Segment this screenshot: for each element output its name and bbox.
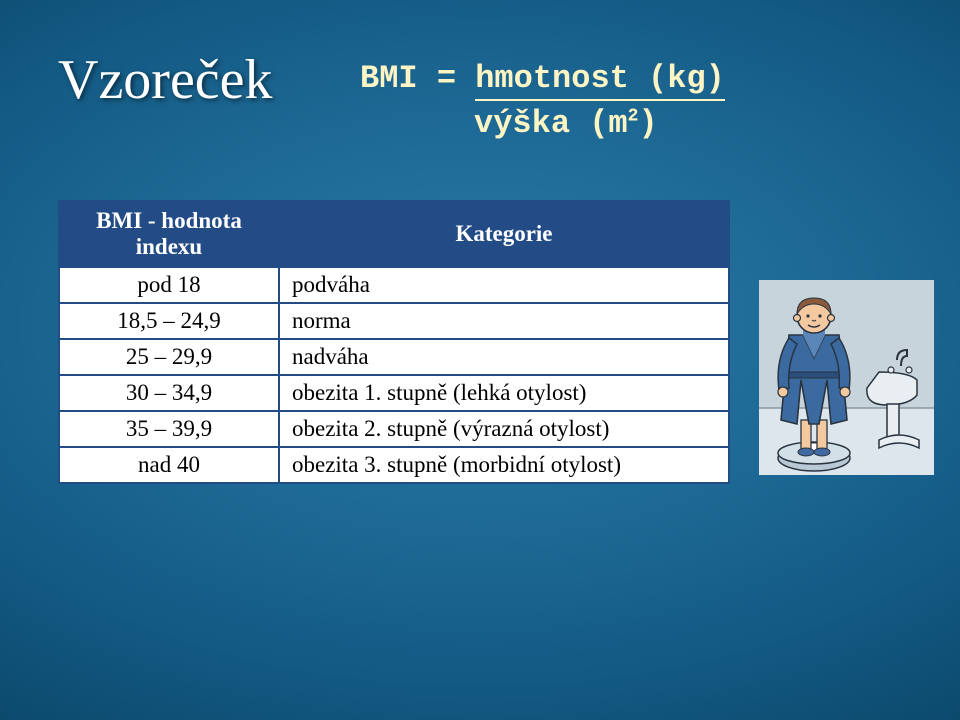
cell-range: 30 – 34,9 [59, 375, 279, 411]
cell-category: norma [279, 303, 729, 339]
cell-range: 18,5 – 24,9 [59, 303, 279, 339]
formula-numerator: hmotnost (kg) [475, 60, 725, 101]
table-row: pod 18 podváha [59, 267, 729, 303]
table-row: 35 – 39,9 obezita 2. stupně (výrazná oty… [59, 411, 729, 447]
person-on-scale-icon [759, 280, 934, 475]
cell-range: pod 18 [59, 267, 279, 303]
table-header-row: BMI - hodnota indexu Kategorie [59, 201, 729, 267]
bmi-formula: BMI = hmotnost (kg) výška (m2) [360, 60, 725, 142]
slide-title: Vzoreček [58, 48, 273, 112]
table-row: 25 – 29,9 nadváha [59, 339, 729, 375]
cell-category: obezita 3. stupně (morbidní otylost) [279, 447, 729, 483]
bmi-table: BMI - hodnota indexu Kategorie pod 18 po… [58, 200, 730, 484]
cell-range: 35 – 39,9 [59, 411, 279, 447]
header-category: Kategorie [279, 201, 729, 267]
header-bmi-range: BMI - hodnota indexu [59, 201, 279, 267]
cell-category: podváha [279, 267, 729, 303]
formula-denominator: výška (m2) [474, 105, 725, 142]
table-row: 18,5 – 24,9 norma [59, 303, 729, 339]
table-row: 30 – 34,9 obezita 1. stupně (lehká otylo… [59, 375, 729, 411]
table-row: nad 40 obezita 3. stupně (morbidní otylo… [59, 447, 729, 483]
formula-prefix: BMI = [360, 60, 475, 97]
cell-category: obezita 1. stupně (lehká otylost) [279, 375, 729, 411]
cell-category: nadváha [279, 339, 729, 375]
cell-category: obezita 2. stupně (výrazná otylost) [279, 411, 729, 447]
cell-range: 25 – 29,9 [59, 339, 279, 375]
cell-range: nad 40 [59, 447, 279, 483]
